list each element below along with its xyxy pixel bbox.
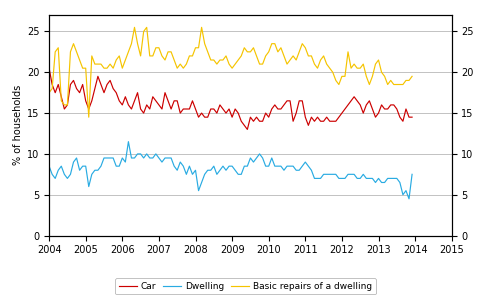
Dwelling <box>46 164 52 168</box>
Basic repairs of a dwelling <box>409 75 415 78</box>
Car <box>400 119 406 123</box>
Dwelling <box>300 164 305 168</box>
Line: Car: Car <box>49 68 412 130</box>
Basic repairs of a dwelling <box>253 54 259 58</box>
Dwelling <box>409 172 415 176</box>
Line: Dwelling: Dwelling <box>49 142 412 199</box>
Car <box>409 115 415 119</box>
Car <box>46 66 52 70</box>
Dwelling <box>400 193 406 197</box>
Car <box>336 115 342 119</box>
Dwelling <box>147 156 153 160</box>
Basic repairs of a dwelling <box>86 115 92 119</box>
Basic repairs of a dwelling <box>126 50 132 54</box>
Basic repairs of a dwelling <box>150 54 156 58</box>
Basic repairs of a dwelling <box>403 79 409 82</box>
Dwelling <box>250 160 256 164</box>
Basic repairs of a dwelling <box>132 26 137 29</box>
Dwelling <box>126 140 132 143</box>
Basic repairs of a dwelling <box>339 75 345 78</box>
Dwelling <box>122 160 128 164</box>
Dwelling <box>336 177 342 180</box>
Basic repairs of a dwelling <box>46 91 52 95</box>
Legend: Car, Dwelling, Basic repairs of a dwelling: Car, Dwelling, Basic repairs of a dwelli… <box>115 278 376 294</box>
Car <box>250 119 256 123</box>
Car <box>245 128 250 131</box>
Basic repairs of a dwelling <box>302 46 308 50</box>
Car <box>300 99 305 103</box>
Line: Basic repairs of a dwelling: Basic repairs of a dwelling <box>49 27 412 117</box>
Y-axis label: % of households: % of households <box>13 85 23 165</box>
Dwelling <box>406 197 412 201</box>
Car <box>122 95 128 98</box>
Car <box>144 103 150 107</box>
